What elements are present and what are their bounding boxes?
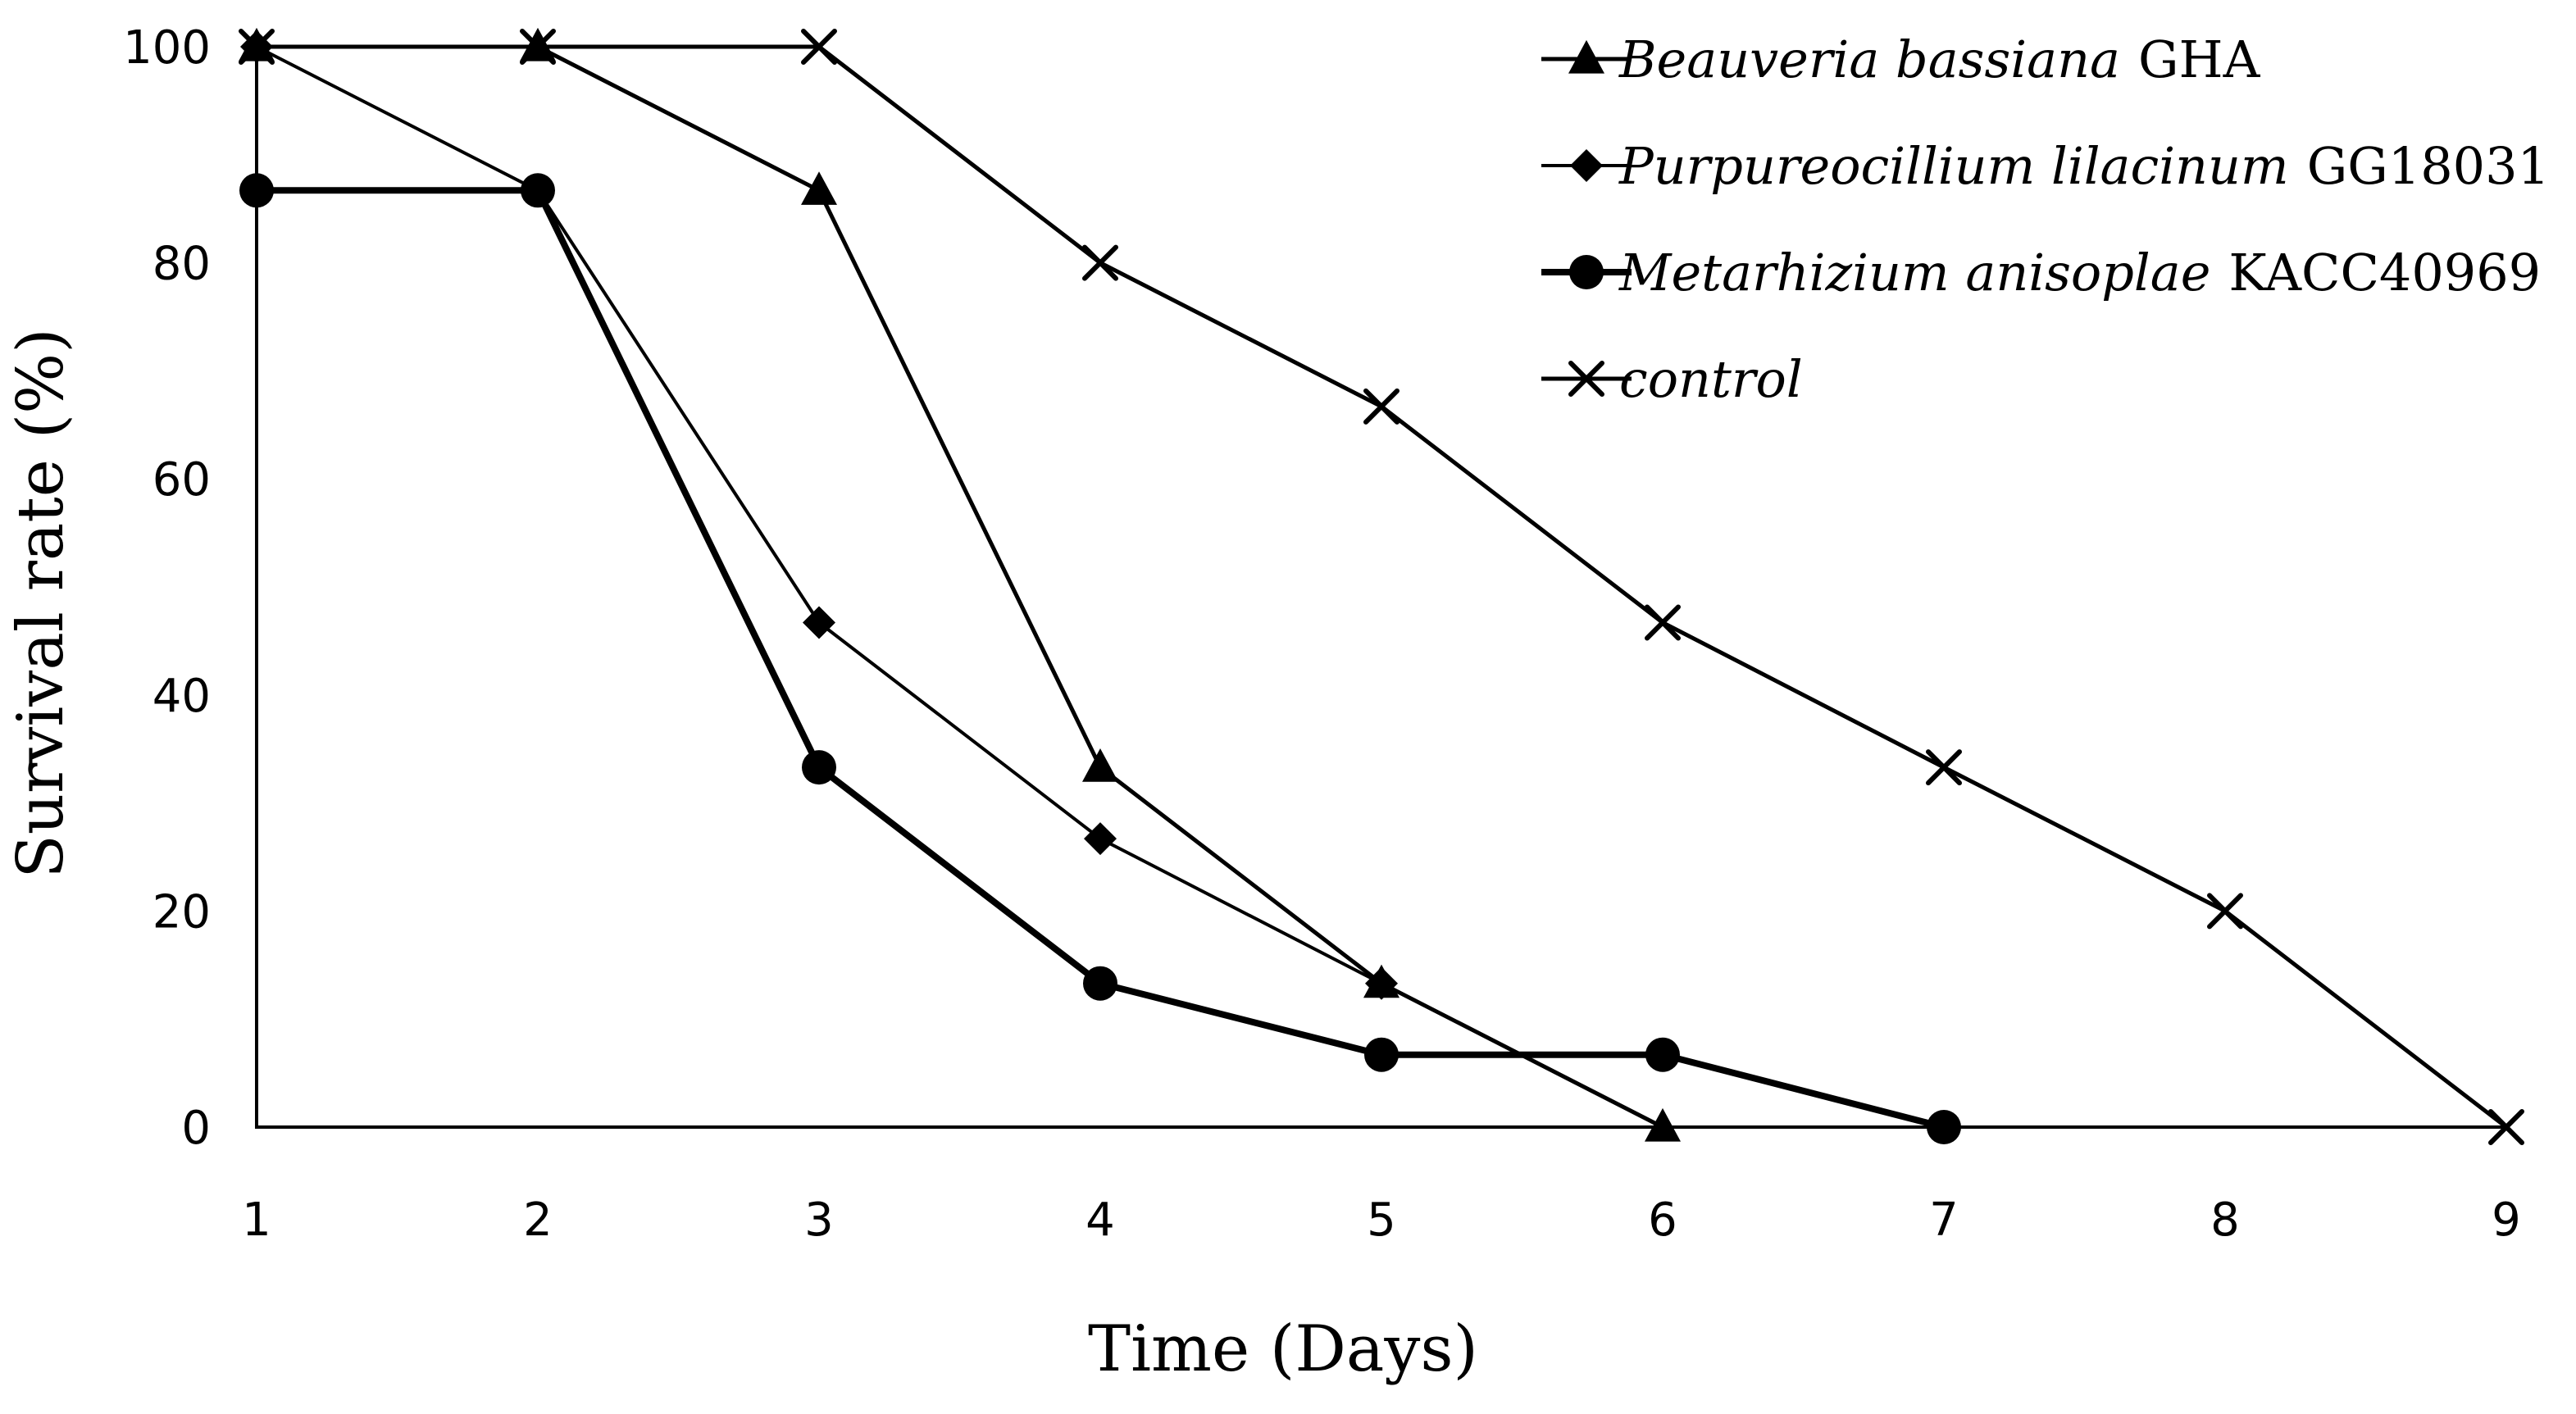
data-point-diamond <box>803 606 835 639</box>
tick-labels: 1 2 3 4 5 6 7 8 9 0 20 40 60 80 100 <box>123 21 2521 1247</box>
x-tick-label: 3 <box>804 1193 834 1247</box>
series-circle <box>239 173 1961 1144</box>
data-point-triangle <box>801 171 837 205</box>
legend-label-strain: GHA <box>2138 30 2261 89</box>
data-point-diamond <box>1365 966 1398 1000</box>
series-line <box>257 44 1664 1130</box>
series-x <box>239 29 2524 1145</box>
legend-label: Purpureocillium lilacinum GG18031 <box>1618 136 2550 196</box>
data-point-x <box>801 29 837 65</box>
data-point-circle <box>802 750 836 785</box>
legend-item: Metarhizium anisoplae KACC40969 <box>1541 243 2541 302</box>
y-tick-label: 0 <box>181 1102 211 1155</box>
data-point-x <box>2207 893 2243 930</box>
data-point-x <box>520 29 556 65</box>
series-triangle <box>239 27 1681 1142</box>
data-point-x <box>2488 1109 2524 1145</box>
legend-label: Beauveria bassiana GHA <box>1618 30 2261 89</box>
x-tick-label: 5 <box>1367 1193 1396 1247</box>
legend: Beauveria bassiana GHA Purpureocillium lil… <box>1541 30 2550 409</box>
axes <box>255 45 2510 1129</box>
x-axis-title: Time (Days) <box>1088 1312 1478 1386</box>
data-point-circle <box>1364 1037 1399 1072</box>
x-tick-label: 6 <box>1648 1193 1677 1247</box>
data-point-x <box>1082 244 1118 281</box>
data-point-x <box>1363 388 1400 425</box>
x-tick-label: 2 <box>523 1193 553 1247</box>
data-point-diamond <box>1084 822 1117 856</box>
data-point-triangle <box>1645 1107 1681 1142</box>
y-tick-label: 100 <box>123 21 211 75</box>
legend-label-species: control <box>1619 349 1803 409</box>
x-tick-label: 9 <box>2492 1193 2521 1247</box>
legend-label-strain: GG18031 <box>2307 136 2550 196</box>
data-point-circle <box>1645 1037 1680 1072</box>
y-tick-label: 80 <box>152 238 211 291</box>
data-series <box>239 27 2524 1145</box>
x-tick-label: 1 <box>242 1193 271 1247</box>
legend-marker-circle <box>1569 255 1604 289</box>
x-tick-label: 8 <box>2210 1193 2240 1247</box>
legend-item: control <box>1541 349 1803 409</box>
x-tick-label: 7 <box>1929 1193 1959 1247</box>
legend-label-species: Metarhizium anisoplae <box>1618 243 2210 302</box>
y-axis-title: Survival rate (%) <box>4 328 78 878</box>
y-tick-label: 40 <box>152 670 211 723</box>
legend-label-strain: KACC40969 <box>2228 243 2541 302</box>
data-point-circle <box>239 173 274 208</box>
x-tick-label: 4 <box>1085 1193 1115 1247</box>
legend-marker-x <box>1568 361 1604 397</box>
data-point-x <box>1645 604 1681 641</box>
data-point-x <box>1926 749 1962 786</box>
data-point-x <box>239 29 275 65</box>
legend-label: Metarhizium anisoplae KACC40969 <box>1618 243 2541 302</box>
y-tick-label: 20 <box>152 885 211 939</box>
legend-item: Beauveria bassiana GHA <box>1541 30 2261 89</box>
data-point-circle <box>521 173 555 208</box>
legend-marker-triangle <box>1568 39 1604 74</box>
y-tick-label: 60 <box>152 453 211 507</box>
legend-label-species: Beauveria bassiana <box>1618 30 2120 89</box>
legend-label-species: Purpureocillium lilacinum <box>1618 136 2289 196</box>
data-point-triangle <box>1082 748 1118 782</box>
data-point-circle <box>1927 1110 1961 1144</box>
legend-marker-diamond <box>1570 149 1603 182</box>
legend-label: control <box>1619 349 1803 409</box>
data-point-circle <box>1083 966 1117 1001</box>
legend-item: Purpureocillium lilacinum GG18031 <box>1541 136 2550 196</box>
